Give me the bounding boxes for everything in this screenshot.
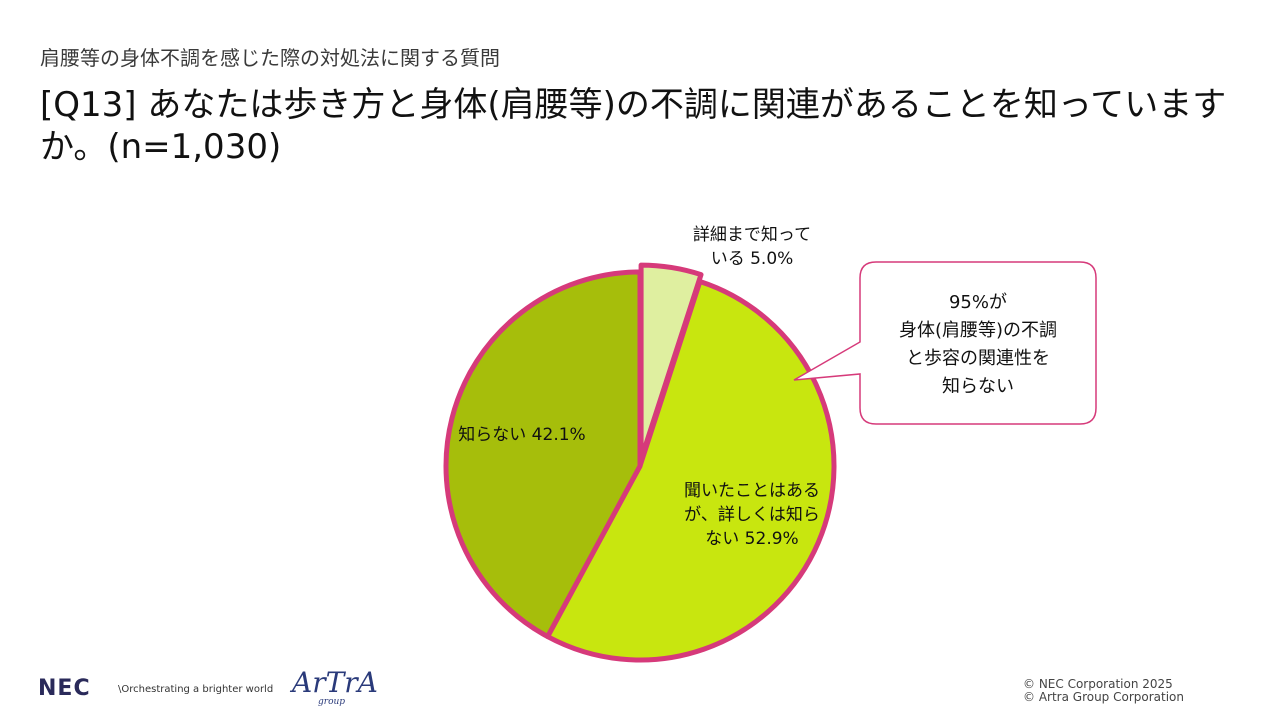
callout-text: 95%が身体(肩腰等)の不調と歩容の関連性を知らない: [899, 292, 1057, 397]
callout-shape: [793, 261, 1097, 425]
copyright-nec: © NEC Corporation 2025: [1023, 677, 1173, 691]
copyright: © NEC Corporation 2025 © Artra Group Cor…: [1023, 678, 1184, 704]
slice-label-0: 詳細まで知っている 5.0%: [693, 225, 811, 269]
slice-label-2: 知らない 42.1%: [458, 425, 585, 445]
pie-slice-1: [545, 278, 837, 663]
artra-logo: ArTrA: [292, 666, 378, 699]
slice-labels: 詳細まで知っている 5.0% 聞いたことはあるが、詳しくは知らない 52.9% 知ら…: [458, 225, 820, 549]
artra-logo-sub: group: [318, 697, 346, 707]
slice-label-1: 聞いたことはあるが、詳しくは知らない 52.9%: [684, 481, 820, 549]
page-subtitle: 肩腰等の身体不調を感じた際の対処法に関する質問: [40, 46, 500, 70]
nec-tagline: \Orchestrating a brighter world: [118, 684, 274, 695]
page-title: [Q13] あなたは歩き方と身体(肩腰等)の不調に関連があることを知っていますか…: [40, 85, 1227, 167]
pie-slice-2: [443, 269, 643, 640]
pie-slices: [443, 262, 837, 663]
nec-logo: NEC: [38, 676, 91, 701]
copyright-artra: © Artra Group Corporation: [1023, 690, 1184, 704]
callout-bubble: 95%が身体(肩腰等)の不調と歩容の関連性を知らない: [793, 261, 1097, 425]
